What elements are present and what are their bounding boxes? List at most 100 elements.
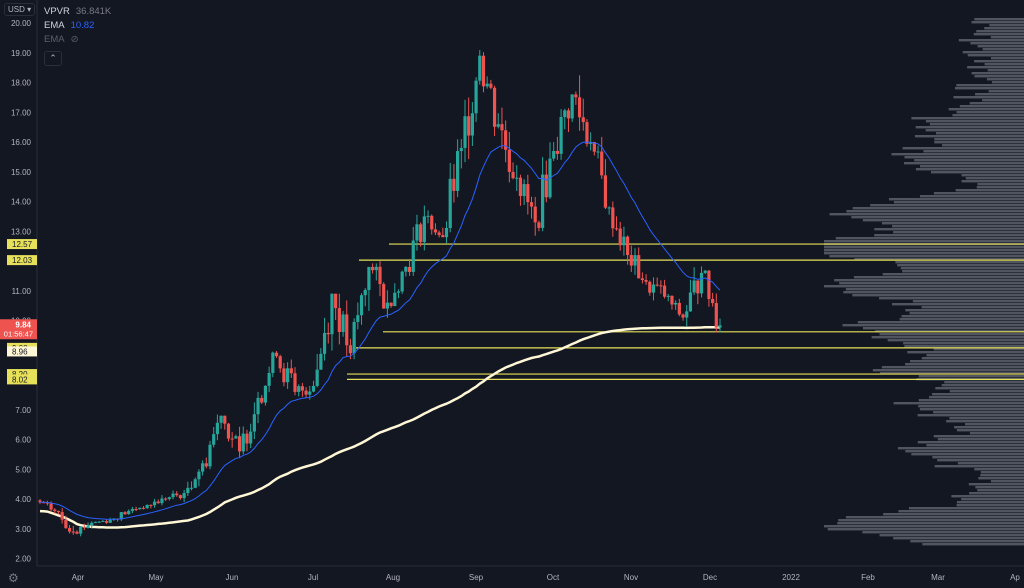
candle-body — [467, 116, 471, 136]
candle-body — [526, 184, 530, 203]
volume-bar — [835, 237, 1024, 240]
volume-bar — [903, 342, 1024, 345]
eye-off-icon[interactable]: ⊘ — [70, 34, 79, 45]
candle-body — [71, 531, 75, 533]
candle-body — [589, 142, 593, 144]
candle-body — [337, 308, 341, 333]
currency-selector[interactable]: USD ▾ — [4, 3, 36, 16]
candle-body — [522, 184, 526, 197]
candle-body — [603, 175, 608, 208]
y-tick-label: 5.00 — [15, 465, 31, 474]
volume-bar — [874, 234, 1024, 237]
volume-bar — [870, 204, 1024, 207]
candle-body — [322, 332, 327, 354]
volume-bar — [968, 483, 1024, 486]
volume-bar — [932, 456, 1024, 459]
candle-body — [219, 415, 223, 423]
volume-bar — [921, 357, 1024, 360]
gear-icon[interactable]: ⚙ — [8, 571, 19, 585]
candle-body — [249, 431, 253, 444]
legend-ema-hidden[interactable]: EMA ⊘ — [44, 33, 111, 47]
volume-bar — [907, 351, 1024, 354]
candle-body — [474, 80, 478, 114]
volume-bar — [872, 369, 1024, 372]
candle-body — [271, 352, 275, 373]
candle-body — [134, 509, 138, 511]
volume-bar — [915, 126, 1024, 129]
volume-bar — [905, 450, 1024, 453]
volume-bar — [974, 75, 1024, 78]
volume-bar — [982, 99, 1024, 102]
volume-bar — [955, 189, 1024, 192]
x-tick-label: Ap — [1010, 573, 1020, 582]
volume-bar — [990, 36, 1024, 39]
volume-bar — [862, 327, 1024, 330]
y-tick-label: 19.00 — [11, 49, 32, 58]
candle-body — [688, 292, 693, 312]
candle-body — [566, 110, 571, 119]
legend-ema[interactable]: EMA 10.82 — [44, 19, 111, 33]
candle-body — [404, 266, 408, 272]
volume-bar — [948, 108, 1024, 111]
volume-bar — [977, 489, 1024, 492]
candle-body — [422, 216, 426, 243]
volume-bar — [937, 438, 1024, 441]
candles — [38, 49, 722, 537]
volume-bar — [824, 252, 1024, 255]
volume-profile — [824, 18, 1024, 546]
candle-body — [201, 463, 205, 472]
legend-ema-hidden-name: EMA — [44, 34, 65, 45]
volume-bar — [980, 471, 1024, 474]
candle-body — [156, 501, 160, 504]
volume-bar — [871, 336, 1024, 339]
candle-body — [456, 151, 460, 191]
volume-bar — [899, 318, 1024, 321]
x-tick-label: Nov — [624, 573, 638, 582]
volume-bar — [977, 183, 1024, 186]
volume-bar — [824, 249, 1024, 252]
candle-body — [718, 325, 722, 328]
volume-bar — [919, 165, 1024, 168]
volume-bar — [879, 534, 1024, 537]
candle-body — [104, 520, 109, 523]
volume-bar — [824, 285, 1024, 288]
volume-bar — [929, 123, 1024, 126]
volume-bar — [922, 543, 1024, 546]
volume-bar — [935, 387, 1024, 390]
candle-body — [640, 278, 644, 281]
candle-body — [326, 332, 330, 335]
candle-body — [515, 177, 519, 179]
volume-bar — [845, 516, 1024, 519]
y-tick-label: 3.00 — [15, 525, 31, 534]
chevron-up-icon[interactable]: ⌃ — [44, 51, 62, 66]
candle-body — [293, 373, 297, 392]
candle-body — [182, 493, 186, 499]
volume-bar — [888, 198, 1024, 201]
volume-bar — [934, 138, 1024, 141]
candle-body — [345, 314, 349, 346]
volume-bar — [824, 525, 1024, 528]
volume-bar — [838, 519, 1024, 522]
volume-bar — [829, 255, 1024, 258]
volume-bar — [937, 459, 1024, 462]
candle-body — [226, 423, 231, 439]
volume-bar — [925, 120, 1024, 123]
candle-body — [659, 285, 663, 287]
x-tick-label: Apr — [72, 573, 85, 582]
vwap-line — [39, 326, 721, 529]
volume-bar — [961, 498, 1024, 501]
candle-body — [178, 495, 183, 499]
candle-body — [463, 116, 467, 148]
candle-body — [592, 142, 596, 152]
volume-bar — [845, 288, 1024, 291]
candle-body — [459, 147, 463, 152]
x-tick-label: Dec — [703, 573, 717, 582]
volume-bar — [905, 363, 1024, 366]
volume-bar — [990, 57, 1024, 60]
candle-body — [581, 117, 585, 123]
volume-bar — [946, 420, 1024, 423]
volume-bar — [977, 45, 1024, 48]
candle-body — [359, 295, 364, 316]
legend-vpvr[interactable]: VPVR 36.841K — [44, 5, 111, 19]
